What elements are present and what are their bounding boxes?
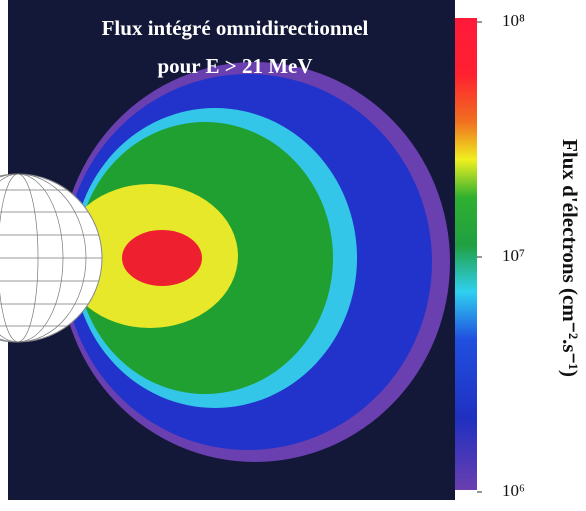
flux-region bbox=[122, 230, 202, 286]
colorbar bbox=[455, 18, 477, 490]
colorbar-tick-label: 10⁶ bbox=[502, 481, 525, 500]
colorbar-label: Flux d'électrons (cm⁻².s⁻¹) bbox=[558, 139, 582, 377]
chart-title: pour E > 21 MeV bbox=[157, 54, 312, 78]
planet bbox=[0, 173, 103, 343]
flux-map bbox=[62, 62, 450, 462]
colorbar-tick-label: 10⁸ bbox=[502, 11, 525, 30]
chart-title: Flux intégré omnidirectionnel bbox=[102, 16, 369, 40]
colorbar-tick-label: 10⁷ bbox=[502, 246, 525, 265]
